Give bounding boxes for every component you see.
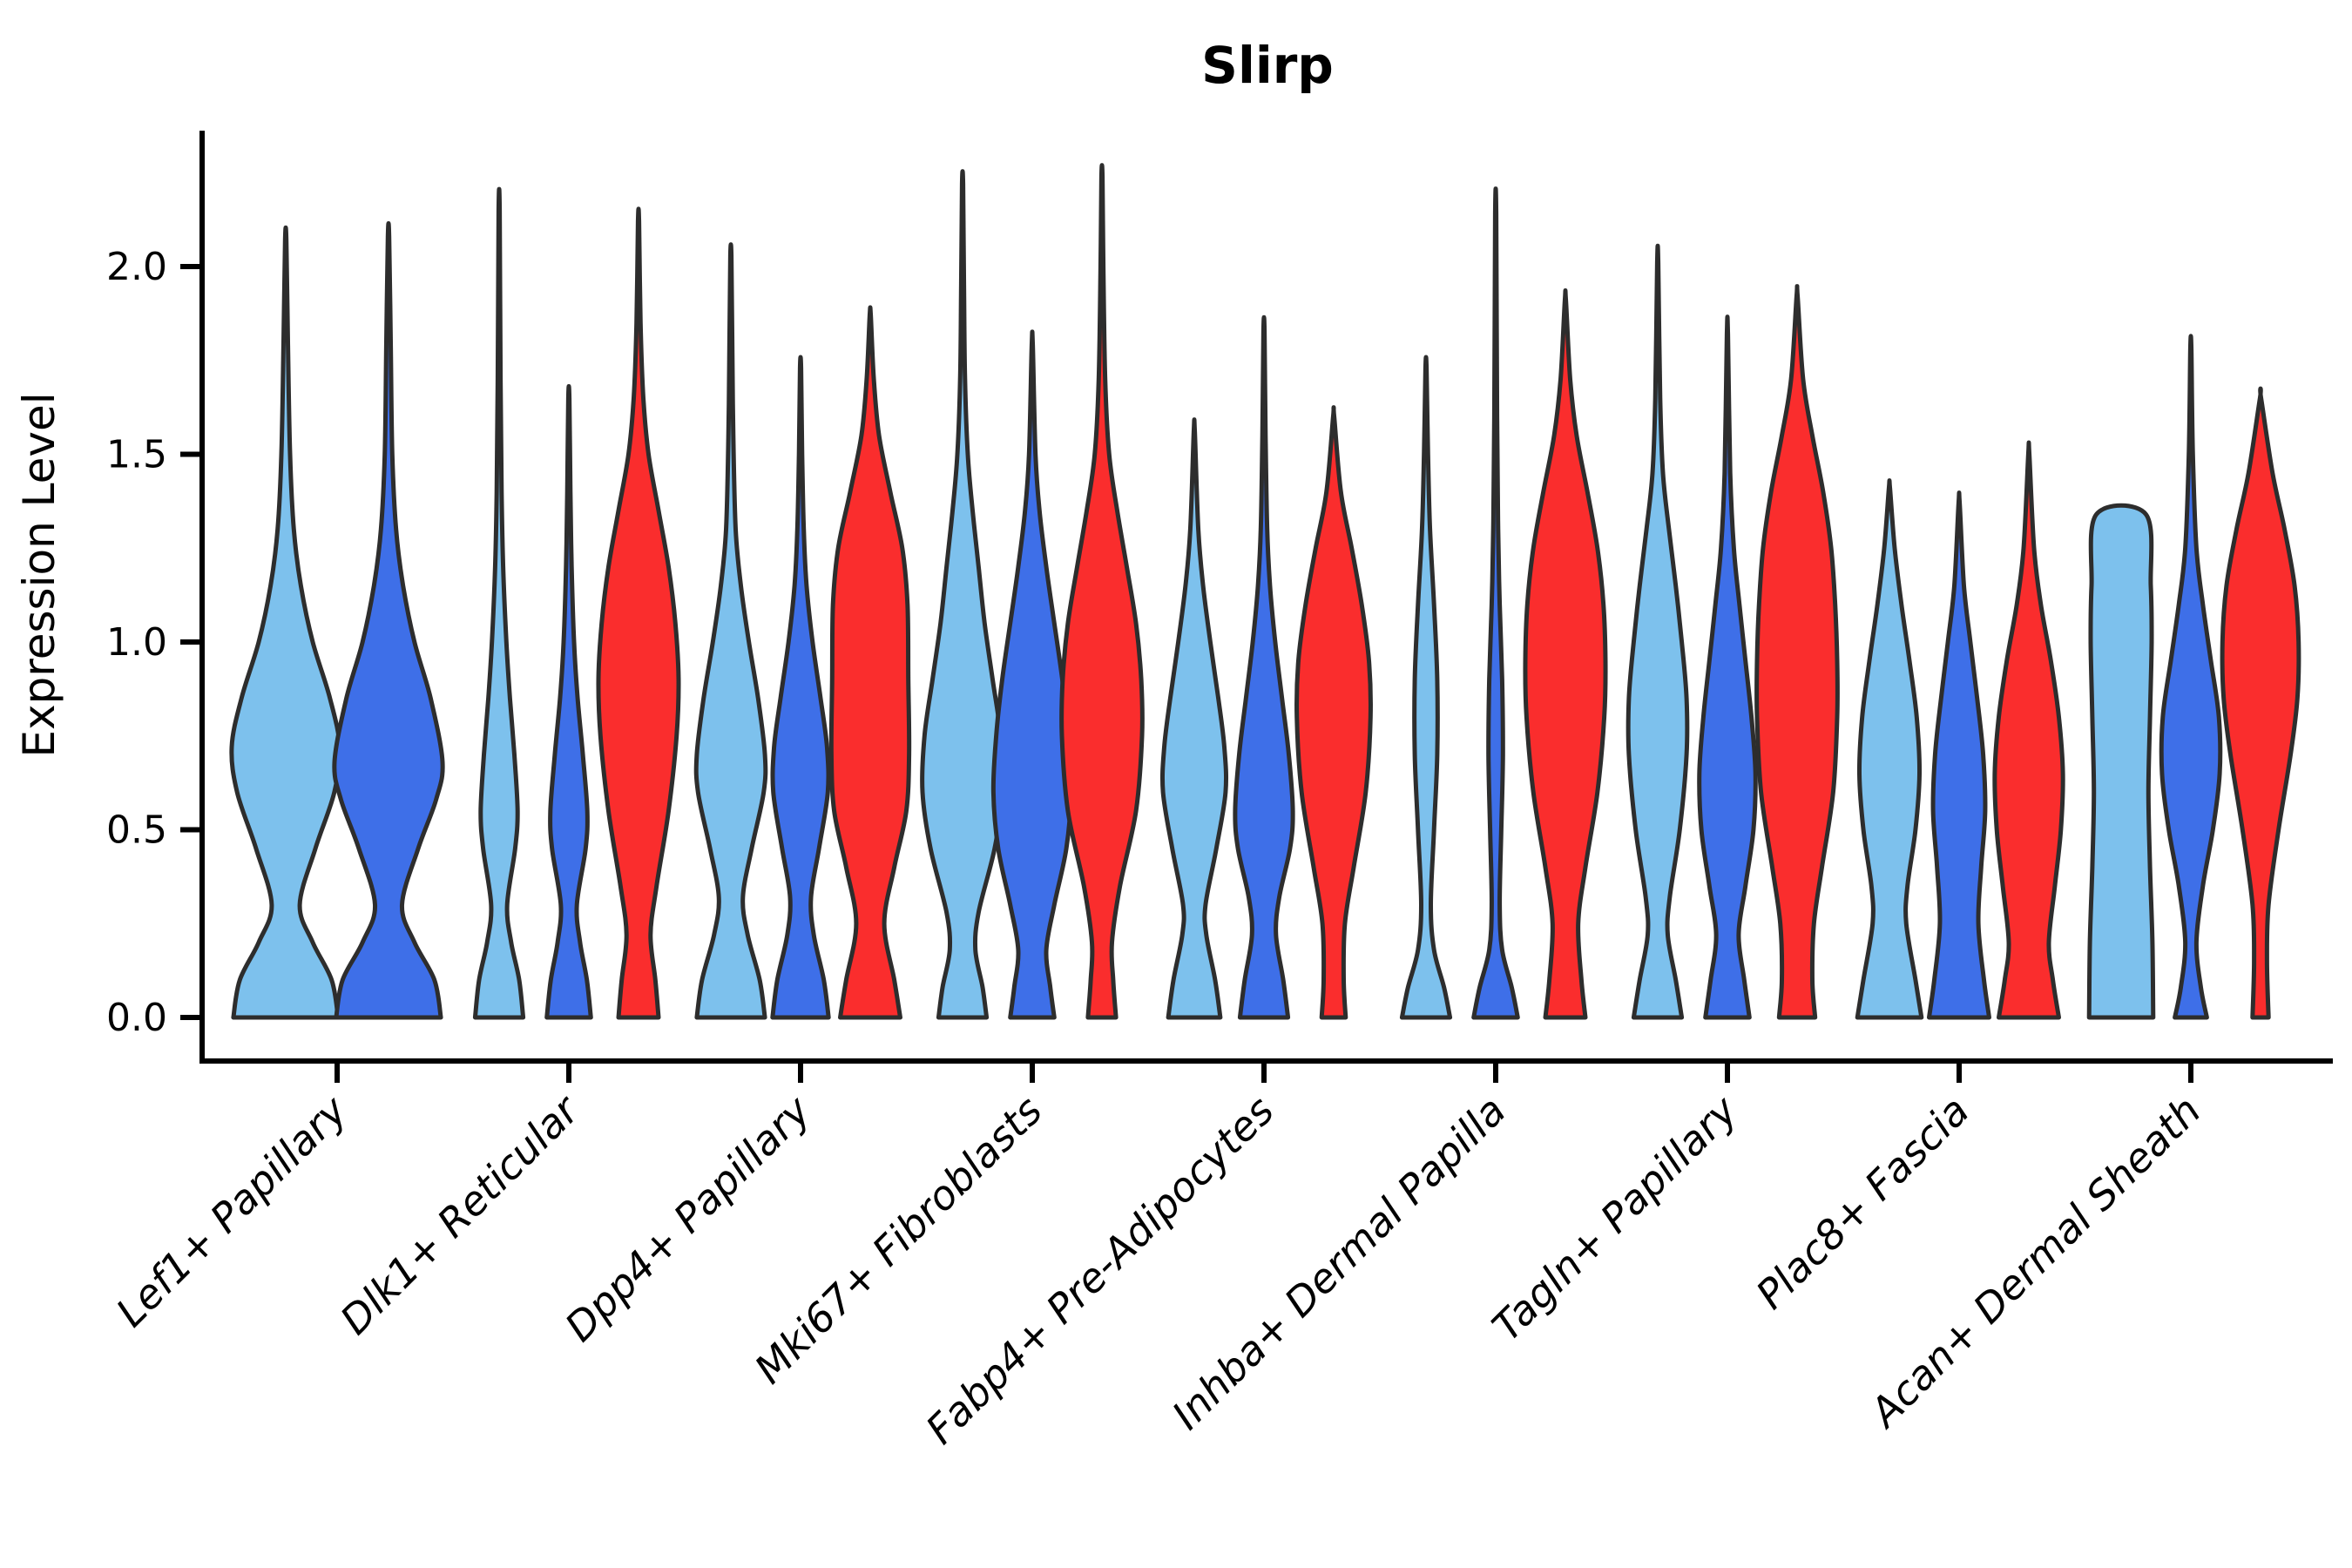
violin-0-blue: [332, 220, 445, 1020]
violin-8-red: [2220, 386, 2301, 1020]
y-tick-label-4: 2.0: [106, 245, 167, 289]
violin-5-blue: [1471, 186, 1520, 1020]
violin-6-red: [1754, 284, 1840, 1020]
violin-2-red: [828, 305, 912, 1020]
x-tick-label-0: Lef1+ Papillary: [107, 1086, 356, 1335]
x-tick-label-6: Tagln+ Papillary: [1483, 1086, 1747, 1350]
x-tick-label-7: Plac8+ Fascia: [1747, 1087, 1977, 1318]
y-tick-label-2: 1.0: [106, 620, 167, 665]
y-tick-label-3: 1.5: [106, 433, 167, 477]
violin-1-red: [596, 206, 681, 1020]
violin-8-blue: [2159, 334, 2223, 1020]
violin-6-lightblue: [1625, 243, 1690, 1020]
violin-2-blue: [770, 355, 831, 1020]
violin-4-lightblue: [1159, 417, 1229, 1020]
violin-4-red: [1294, 405, 1374, 1020]
violin-5-lightblue: [1399, 355, 1453, 1020]
violin-4-blue: [1233, 314, 1295, 1020]
violin-3-red: [1059, 163, 1145, 1020]
violin-1-blue: [544, 383, 593, 1020]
violin-5-red: [1523, 287, 1608, 1020]
chart-title: Slirp: [1201, 36, 1334, 95]
violin-8-lightblue: [2086, 503, 2156, 1020]
violin-2-lightblue: [693, 242, 768, 1020]
violin-7-blue: [1927, 490, 1991, 1020]
violin-3-lightblue: [920, 169, 1005, 1020]
violin-3-blue: [990, 329, 1074, 1020]
violin-7-red: [1992, 440, 2065, 1020]
violin-7-lightblue: [1855, 478, 1924, 1020]
y-tick-label-0: 0.0: [106, 996, 167, 1040]
y-tick-label-1: 0.5: [106, 808, 167, 853]
violin-6-blue: [1697, 314, 1758, 1020]
x-tick-label-1: Dlk1+ Reticular: [331, 1085, 590, 1343]
violin-0-lightblue: [229, 225, 342, 1020]
y-axis-label: Expression Level: [14, 392, 64, 757]
x-tick-label-2: Dpp4+ Papillary: [556, 1086, 820, 1350]
violin-1-lightblue: [472, 186, 526, 1020]
